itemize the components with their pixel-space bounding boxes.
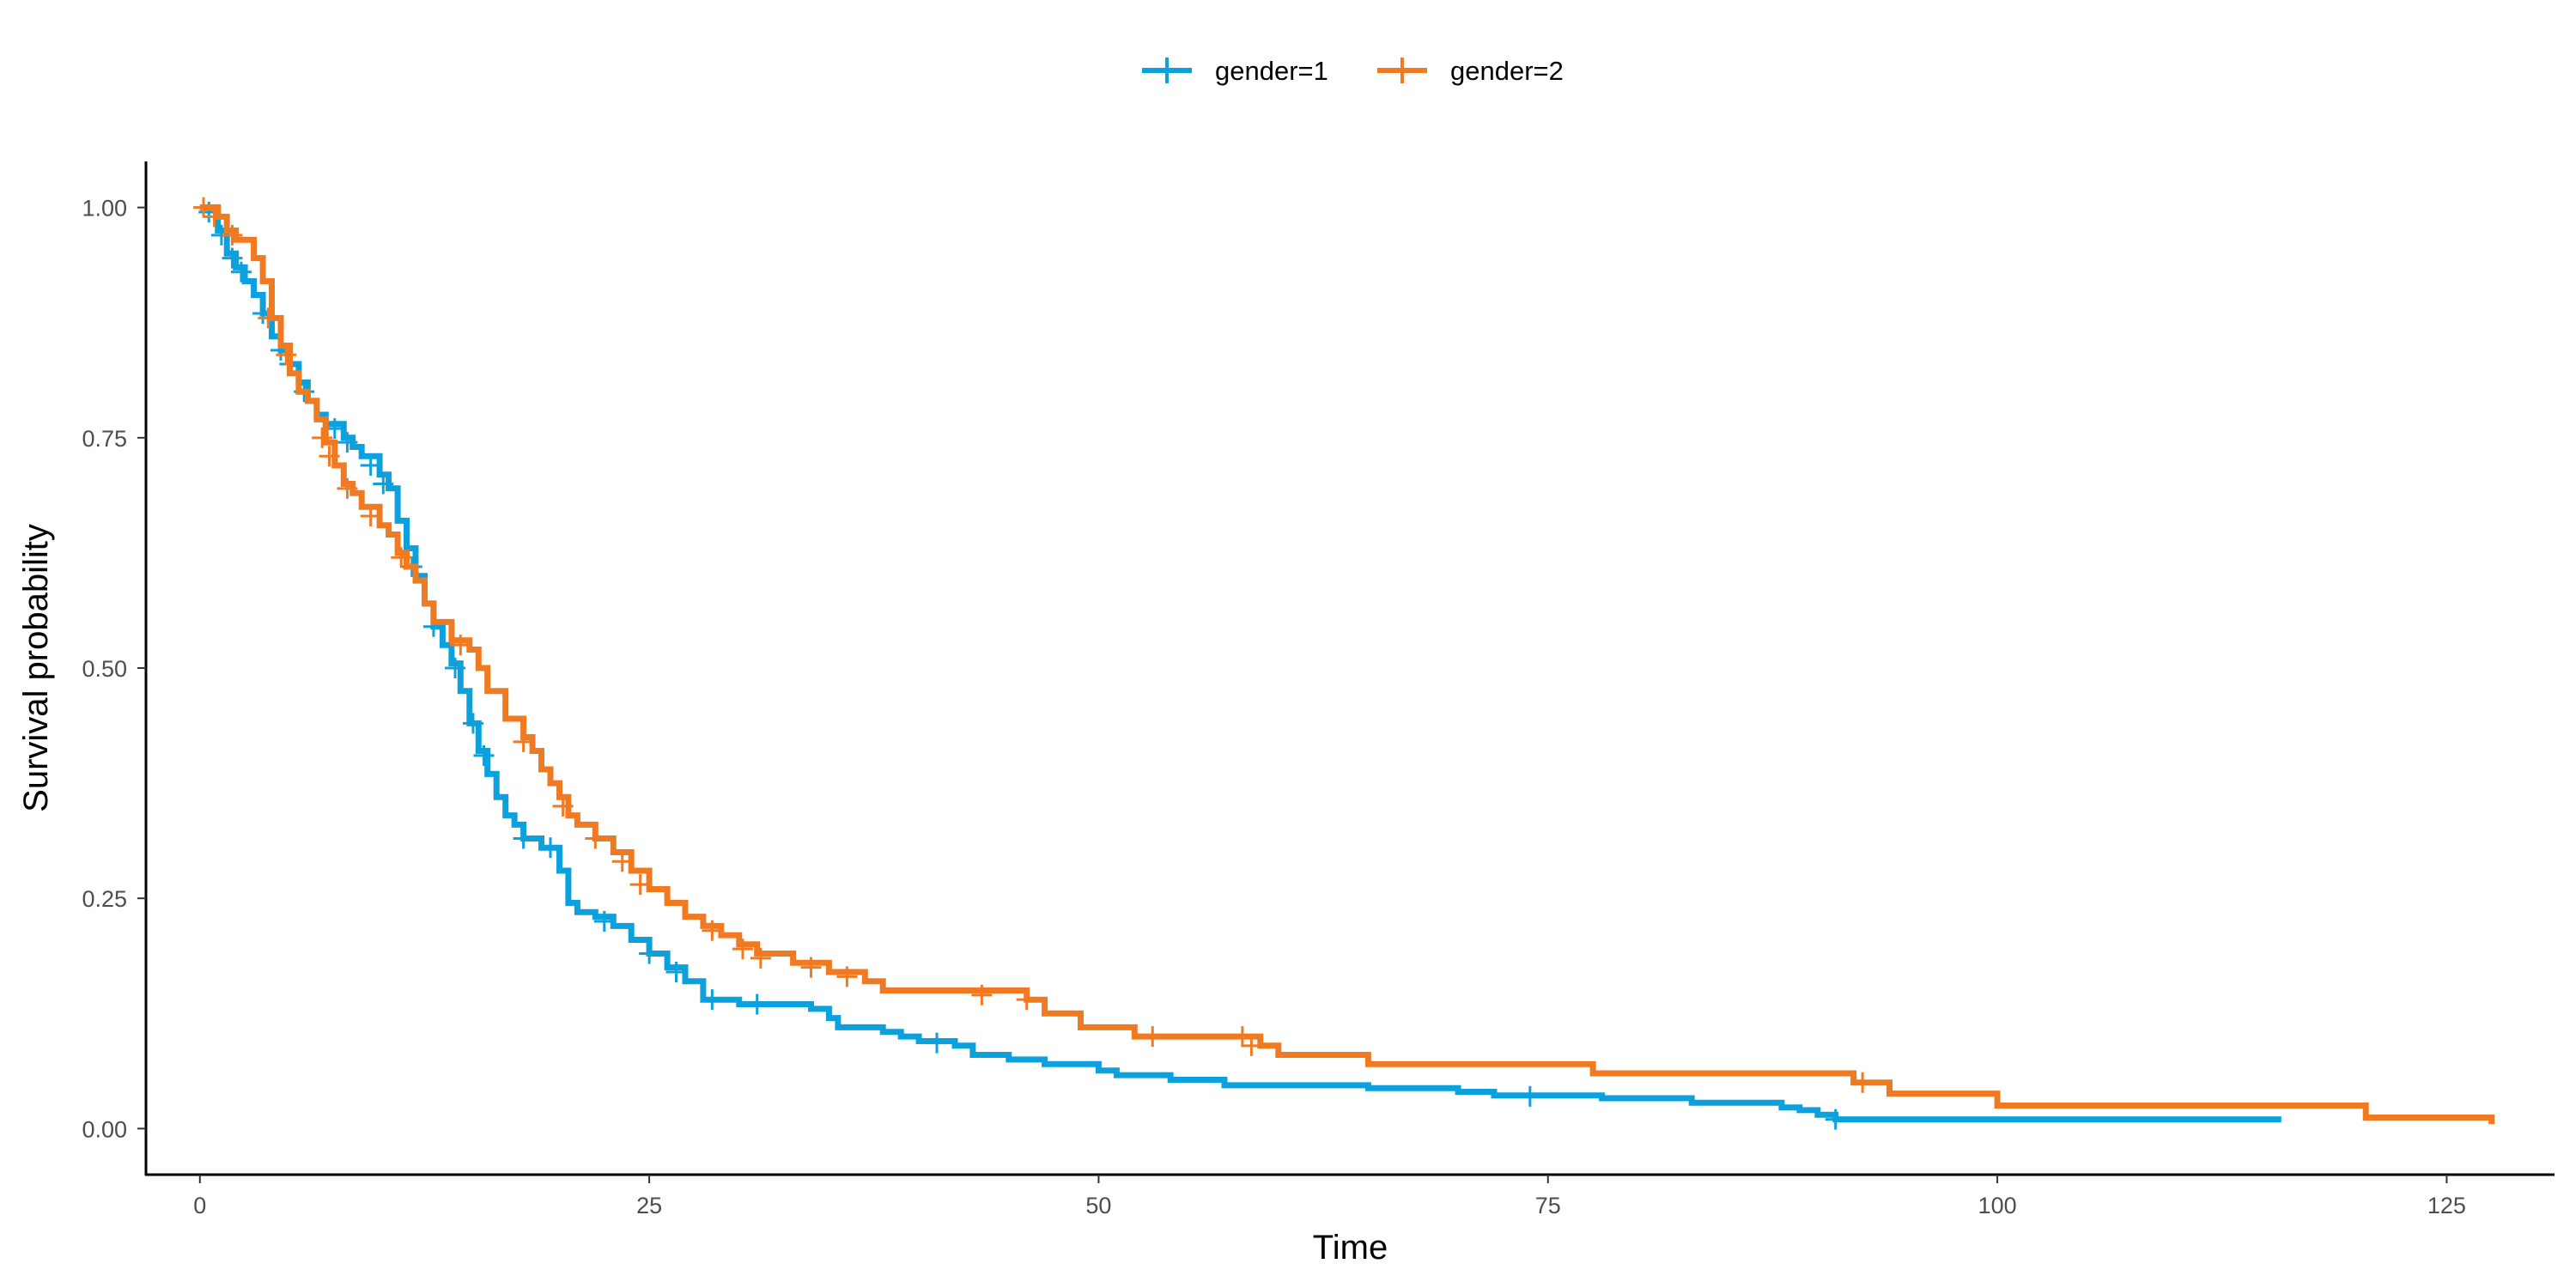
censor-mark (360, 455, 381, 476)
y-tick-label: 0.00 (82, 1116, 127, 1142)
series-2 (192, 197, 2495, 1124)
censor-mark (1825, 1109, 1846, 1130)
censor-mark (276, 344, 297, 366)
x-tick-label: 25 (636, 1193, 662, 1218)
censor-mark (462, 713, 483, 734)
axes (144, 161, 2555, 1176)
x-tick-label: 75 (1535, 1193, 1561, 1218)
censor-mark (746, 993, 768, 1015)
x-axis-title: Time (1313, 1229, 1388, 1267)
censor-mark (373, 473, 394, 495)
censor-mark (927, 1032, 948, 1054)
x-tick-label: 125 (2427, 1193, 2466, 1218)
y-tick-label: 0.50 (82, 656, 127, 682)
legend-entry-2: gender=2 (1377, 56, 1564, 86)
censor-mark (1142, 1026, 1163, 1048)
censor-mark (800, 957, 822, 978)
censor-mark (391, 547, 412, 568)
censor-mark (539, 837, 561, 859)
censor-mark (552, 795, 574, 817)
censor-mark (1852, 1072, 1874, 1093)
censor-mark (230, 261, 252, 283)
censor-mark (222, 224, 243, 246)
censor-mark (204, 206, 225, 228)
censor-mark (585, 828, 606, 849)
censor-mark (1241, 1035, 1262, 1056)
censor-mark (1519, 1085, 1540, 1107)
x-tick-label: 0 (193, 1193, 206, 1218)
y-axis-title: Survival probability (17, 524, 55, 812)
series-layer (192, 197, 2495, 1130)
x-tick-label: 50 (1085, 1193, 1111, 1218)
series-1 (198, 202, 2281, 1130)
censor-mark (1016, 989, 1037, 1011)
censor-mark (593, 911, 615, 932)
survival-curve-2 (199, 204, 2495, 1124)
censor-mark (639, 943, 660, 964)
y-tick-label: 0.75 (82, 426, 127, 452)
censor-mark (222, 247, 243, 269)
legend-label: gender=2 (1450, 56, 1564, 86)
censor-mark (337, 432, 358, 453)
censor-mark (312, 427, 333, 448)
censor-mark (450, 635, 471, 656)
censor-mark (702, 920, 723, 941)
censor-mark (473, 744, 495, 766)
censor-mark (337, 477, 358, 499)
censor-mark (971, 984, 993, 1005)
censor-mark (702, 989, 723, 1011)
y-tick-label: 0.25 (82, 886, 127, 912)
censor-mark (665, 962, 687, 982)
censor-mark (258, 307, 279, 329)
survival-curve-1 (199, 204, 2281, 1123)
legend-entry-1: gender=1 (1142, 56, 1328, 86)
legend-label: gender=1 (1215, 56, 1328, 86)
censor-mark (360, 506, 381, 526)
censor-mark (836, 966, 858, 987)
ticks: 0 25 50 75 100 125 0.00 0.25 0.50 0.75 1.00 (82, 196, 2465, 1218)
censor-mark (445, 658, 466, 678)
y-tick-label: 1.00 (82, 196, 127, 222)
censor-mark (611, 851, 633, 872)
censor-mark (513, 731, 534, 752)
legend: gender=1 gender=2 (1142, 56, 1564, 86)
censor-mark (1231, 1026, 1253, 1048)
censor-mark (192, 197, 214, 218)
censor-mark (732, 939, 753, 960)
censor-mark (513, 828, 534, 849)
x-tick-label: 100 (1978, 1193, 2017, 1218)
censor-mark (750, 947, 771, 969)
censor-mark (629, 874, 651, 896)
censor-mark (319, 446, 340, 467)
